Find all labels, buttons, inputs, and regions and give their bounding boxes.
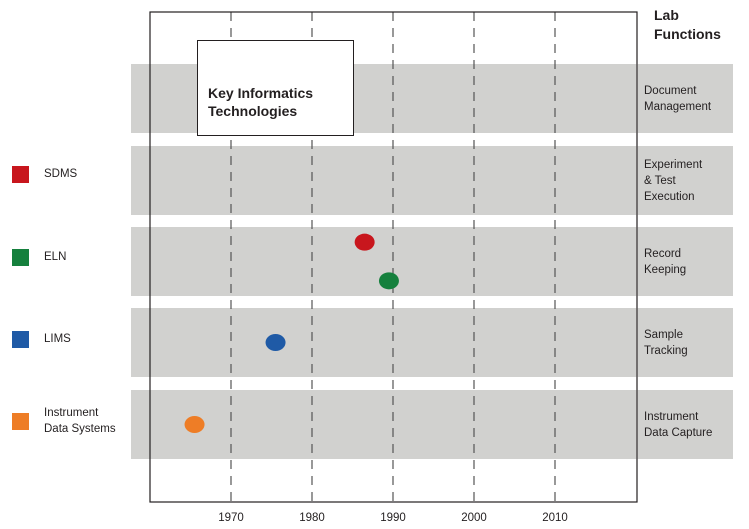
legend-swatch [12,331,29,348]
function-label: Experiment & Test Execution [644,158,703,203]
plot-frame [149,11,638,503]
function-band [131,146,733,215]
lab-functions-header: Lab Functions [654,7,721,42]
legend-swatch [12,166,29,183]
function-label: Instrument Data Capture [644,410,713,439]
chart-title-box: Key Informatics Technologies [197,40,354,136]
legend-label: SDMS [44,168,78,180]
function-band [131,390,733,459]
legend-label: ELN [44,251,67,263]
data-point-instrument [184,416,205,433]
function-label: Record Keeping [644,247,687,276]
legend-label: LIMS [44,333,71,345]
x-tick-label: 1990 [380,512,406,524]
x-axis: 1970 1980 1990 2000 2010 [218,512,568,524]
function-label: Sample Tracking [644,328,688,357]
data-points [184,233,399,433]
chart-title: Key Informatics Technologies [208,85,314,119]
legend-swatch [12,413,29,430]
function-label: Document Management [644,84,712,113]
x-tick-label: 2000 [461,512,487,524]
legend-swatch [12,249,29,266]
function-band [131,308,733,377]
data-point-sdms [354,233,375,251]
x-tick-label: 1970 [218,512,244,524]
data-point-eln [378,272,399,290]
function-band [131,227,733,296]
x-tick-label: 2010 [542,512,568,524]
data-point-lims [265,334,286,351]
x-tick-label: 1980 [299,512,325,524]
legend-label: Instrument Data Systems [44,407,116,435]
